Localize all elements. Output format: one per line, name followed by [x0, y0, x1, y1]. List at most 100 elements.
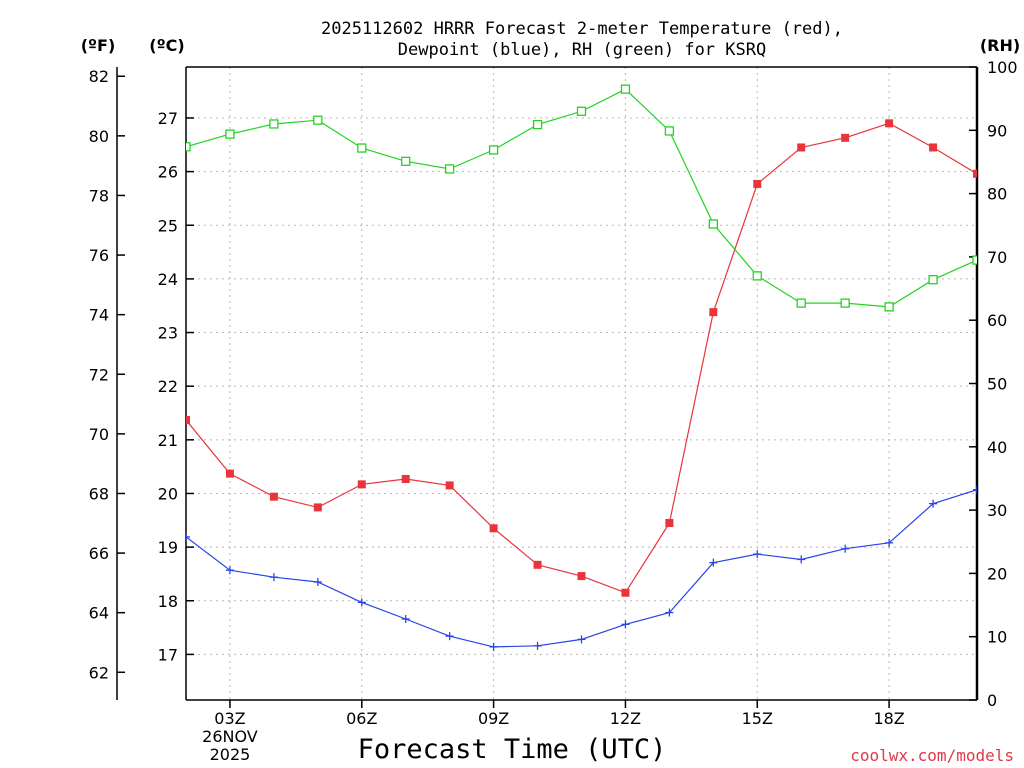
credit-text: coolwx.com/models — [850, 746, 1014, 765]
fahrenheit-tick-label: 74 — [89, 306, 109, 325]
rh-tick-label: 60 — [987, 311, 1007, 330]
data-point-dewpoint — [533, 641, 542, 650]
data-point-dewpoint — [225, 566, 234, 575]
data-point-temperature — [533, 560, 542, 569]
series-temperature — [186, 119, 977, 597]
data-point-temperature — [709, 308, 718, 317]
fahrenheit-unit-label: (ºF) — [81, 36, 116, 55]
data-point-rh — [796, 298, 806, 308]
x-tick-label: 12Z — [610, 709, 641, 728]
data-point-dewpoint — [357, 598, 366, 607]
rh-tick-label: 30 — [987, 501, 1007, 520]
data-point-temperature — [621, 588, 630, 597]
data-point-rh — [664, 126, 675, 136]
rh-tick-label: 80 — [987, 185, 1007, 204]
fahrenheit-tick-label: 76 — [89, 246, 109, 265]
x-tick-date: 26NOV — [202, 727, 258, 746]
data-point-dewpoint — [577, 635, 586, 644]
fahrenheit-tick-label: 82 — [89, 67, 109, 86]
data-point-dewpoint — [445, 632, 454, 641]
data-point-rh — [928, 275, 938, 285]
fahrenheit-tick-label: 80 — [89, 127, 109, 146]
grid-lines — [186, 67, 977, 700]
data-point-temperature — [489, 524, 498, 533]
fahrenheit-tick-label: 62 — [89, 663, 109, 682]
celsius-tick-label: 22 — [158, 377, 178, 396]
rh-tick-label: 40 — [987, 438, 1007, 457]
fahrenheit-tick-label: 78 — [89, 186, 109, 205]
data-point-rh — [532, 119, 543, 130]
data-point-rh — [840, 298, 850, 308]
data-point-rh — [225, 129, 235, 139]
x-tick-label: 15Z — [742, 709, 773, 728]
data-point-temperature — [885, 119, 894, 128]
data-point-dewpoint — [973, 485, 977, 494]
chart-title-line2: Dewpoint (blue), RH (green) for KSRQ — [398, 40, 766, 60]
fahrenheit-tick-label: 68 — [89, 484, 109, 503]
x-tick-label: 09Z — [478, 709, 509, 728]
celsius-unit-label: (ºC) — [149, 36, 184, 55]
celsius-tick-label: 17 — [158, 645, 178, 664]
data-point-rh — [972, 255, 977, 265]
data-point-temperature — [401, 474, 410, 483]
series-rh — [186, 84, 977, 312]
data-point-dewpoint — [753, 550, 762, 559]
series-line-dewpoint — [186, 489, 977, 648]
data-point-temperature — [313, 503, 322, 512]
data-point-rh — [576, 106, 587, 116]
rh-tick-label: 10 — [987, 628, 1007, 647]
data-point-temperature — [225, 469, 234, 478]
rh-tick-label: 90 — [987, 121, 1007, 140]
data-point-dewpoint — [489, 642, 498, 651]
data-point-temperature — [973, 169, 977, 178]
rh-tick-label: 50 — [987, 375, 1007, 394]
data-point-rh — [708, 219, 718, 229]
data-point-temperature — [929, 143, 938, 152]
axes: 17 18 19 20 21 22 23 24 25 26 27 62 64 66 68 70 72 74 76 78… — [89, 58, 1018, 764]
celsius-tick-label: 18 — [158, 592, 178, 611]
rh-unit-label: (RH) — [980, 36, 1020, 55]
data-point-rh — [884, 302, 894, 312]
data-point-temperature — [753, 179, 762, 188]
x-tick-label: 06Z — [346, 709, 377, 728]
fahrenheit-tick-label: 64 — [89, 604, 109, 623]
x-axis-label: Forecast Time (UTC) — [358, 734, 667, 765]
data-point-temperature — [665, 518, 674, 527]
data-point-dewpoint — [709, 558, 718, 567]
data-point-temperature — [797, 143, 806, 152]
data-point-rh — [620, 84, 631, 94]
data-point-rh — [357, 143, 367, 153]
data-point-rh — [488, 145, 499, 155]
data-point-rh — [401, 156, 411, 166]
data-point-temperature — [186, 415, 190, 424]
data-point-dewpoint — [929, 499, 938, 508]
data-point-dewpoint — [186, 532, 190, 541]
data-point-temperature — [577, 572, 586, 581]
data-point-dewpoint — [797, 555, 806, 564]
x-tick-year: 2025 — [210, 745, 251, 764]
data-point-temperature — [357, 480, 366, 489]
data-point-dewpoint — [885, 538, 894, 547]
data-point-temperature — [269, 492, 278, 501]
chart-title-line1: 2025112602 HRRR Forecast 2-meter Tempera… — [321, 19, 843, 39]
data-point-rh — [752, 271, 762, 281]
series-line-temperature — [186, 122, 977, 594]
rh-tick-label: 70 — [987, 248, 1007, 267]
data-point-rh — [269, 119, 279, 129]
data-point-rh — [186, 142, 191, 152]
data-point-temperature — [445, 481, 454, 490]
celsius-tick-label: 27 — [158, 109, 178, 128]
fahrenheit-tick-label: 70 — [89, 425, 109, 444]
plot-frame — [116, 66, 979, 701]
series-lines — [186, 84, 977, 651]
data-point-dewpoint — [841, 544, 850, 553]
data-point-rh — [445, 164, 455, 174]
celsius-tick-label: 26 — [158, 163, 178, 182]
rh-tick-label: 20 — [987, 564, 1007, 583]
celsius-tick-label: 23 — [158, 324, 178, 343]
data-point-dewpoint — [621, 620, 630, 629]
data-point-dewpoint — [269, 573, 278, 582]
fahrenheit-tick-label: 72 — [89, 365, 109, 384]
x-tick-label: 03Z — [214, 709, 245, 728]
fahrenheit-tick-label: 66 — [89, 544, 109, 563]
